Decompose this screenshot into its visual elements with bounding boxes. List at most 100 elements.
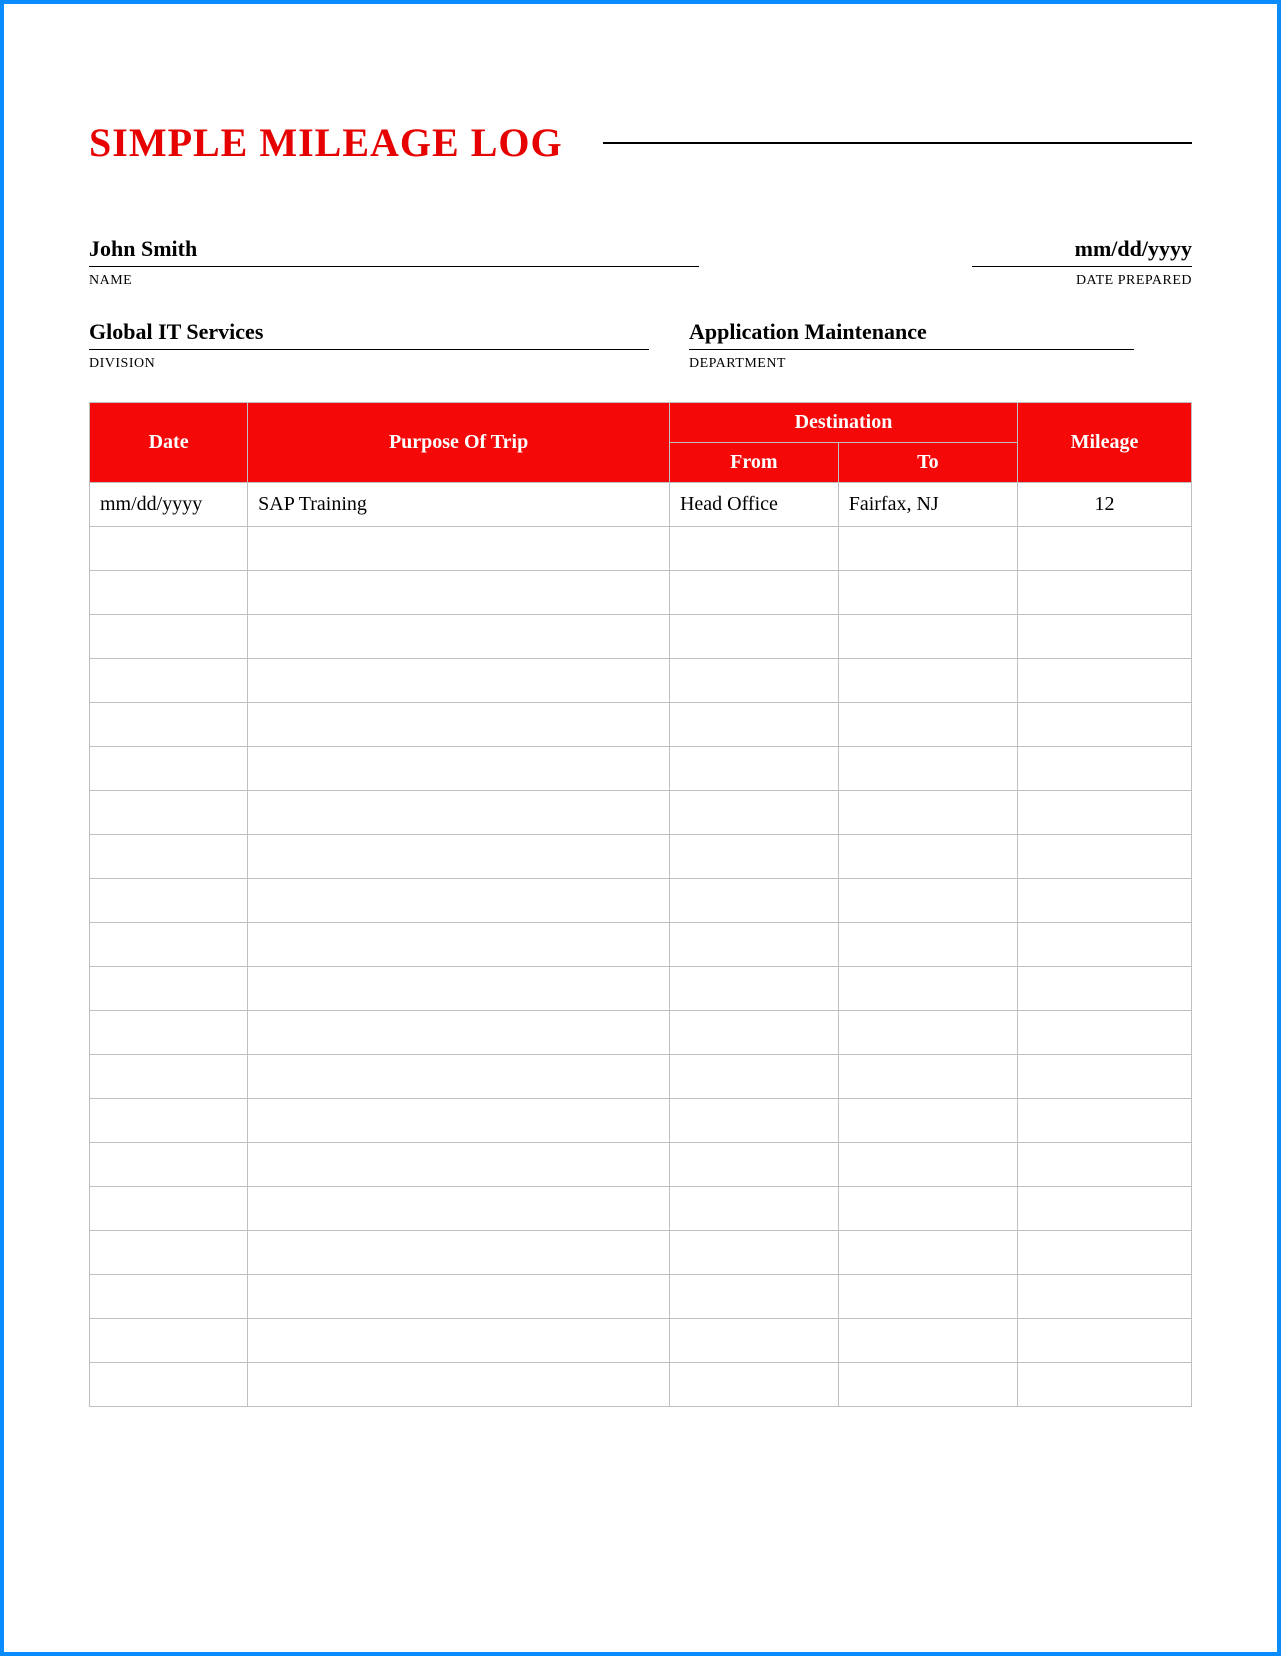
cell-date [90,1363,248,1407]
cell-purpose [248,1319,670,1363]
cell-to [838,527,1017,571]
cell-purpose [248,1099,670,1143]
cell-from [669,659,838,703]
cell-purpose [248,527,670,571]
cell-date [90,835,248,879]
cell-date [90,703,248,747]
cell-to [838,1231,1017,1275]
cell-date [90,747,248,791]
table-body: mm/dd/yyyySAP TrainingHead OfficeFairfax… [90,483,1192,1407]
date-prepared-label: DATE PREPARED [972,273,1192,289]
cell-date [90,615,248,659]
cell-to [838,1363,1017,1407]
cell-mileage [1017,1055,1191,1099]
cell-date [90,571,248,615]
table-row [90,1231,1192,1275]
table-row [90,1011,1192,1055]
cell-to [838,747,1017,791]
table-row [90,835,1192,879]
header-mileage: Mileage [1017,403,1191,483]
table-row: mm/dd/yyyySAP TrainingHead OfficeFairfax… [90,483,1192,527]
cell-from [669,1363,838,1407]
table-row [90,527,1192,571]
cell-purpose [248,1231,670,1275]
table-row [90,923,1192,967]
cell-date [90,1055,248,1099]
cell-purpose [248,967,670,1011]
cell-from [669,1055,838,1099]
cell-mileage [1017,571,1191,615]
cell-purpose [248,571,670,615]
cell-purpose [248,747,670,791]
cell-to [838,791,1017,835]
header-date: Date [90,403,248,483]
table-row [90,615,1192,659]
cell-purpose [248,1363,670,1407]
division-block: Global IT Services DIVISION [89,319,649,372]
cell-date [90,1011,248,1055]
cell-from: Head Office [669,483,838,527]
cell-date [90,659,248,703]
cell-mileage [1017,1231,1191,1275]
cell-to [838,923,1017,967]
cell-mileage [1017,1099,1191,1143]
cell-date [90,1099,248,1143]
cell-purpose [248,703,670,747]
cell-from [669,615,838,659]
department-block: Application Maintenance DEPARTMENT [689,319,1134,372]
cell-date [90,879,248,923]
page: SIMPLE MILEAGE LOG John Smith NAME mm/dd… [39,39,1242,1617]
cell-date [90,967,248,1011]
cell-from [669,879,838,923]
cell-purpose [248,1187,670,1231]
cell-mileage [1017,527,1191,571]
name-label: NAME [89,273,699,289]
cell-date [90,1143,248,1187]
cell-mileage: 12 [1017,483,1191,527]
cell-from [669,1187,838,1231]
table-row [90,747,1192,791]
cell-purpose [248,1011,670,1055]
cell-to [838,1187,1017,1231]
table-row [90,1099,1192,1143]
cell-to [838,703,1017,747]
cell-to [838,1011,1017,1055]
cell-purpose [248,1055,670,1099]
table-row [90,1187,1192,1231]
name-value: John Smith [89,236,699,267]
cell-to [838,835,1017,879]
department-label: DEPARTMENT [689,356,1134,372]
department-value: Application Maintenance [689,319,1134,350]
cell-from [669,967,838,1011]
cell-mileage [1017,1143,1191,1187]
name-block: John Smith NAME [89,236,699,289]
info-row-2: Global IT Services DIVISION Application … [89,319,1192,372]
cell-date: mm/dd/yyyy [90,483,248,527]
cell-to [838,1055,1017,1099]
cell-from [669,1143,838,1187]
info-row-1: John Smith NAME mm/dd/yyyy DATE PREPARED [89,236,1192,289]
document-title: SIMPLE MILEAGE LOG [89,119,563,166]
cell-to [838,967,1017,1011]
table-row [90,659,1192,703]
table-row [90,791,1192,835]
table-row [90,967,1192,1011]
cell-purpose [248,659,670,703]
division-label: DIVISION [89,356,649,372]
cell-from [669,1231,838,1275]
date-prepared-value: mm/dd/yyyy [972,236,1192,267]
table-row [90,571,1192,615]
table-row [90,703,1192,747]
title-row: SIMPLE MILEAGE LOG [89,119,1192,166]
cell-from [669,747,838,791]
cell-purpose [248,1143,670,1187]
header-from: From [669,443,838,483]
cell-date [90,1319,248,1363]
cell-to [838,659,1017,703]
table-header: Date Purpose Of Trip Destination Mileage… [90,403,1192,483]
cell-purpose [248,615,670,659]
table-row [90,1143,1192,1187]
table-row [90,1275,1192,1319]
cell-purpose [248,791,670,835]
cell-from [669,1319,838,1363]
